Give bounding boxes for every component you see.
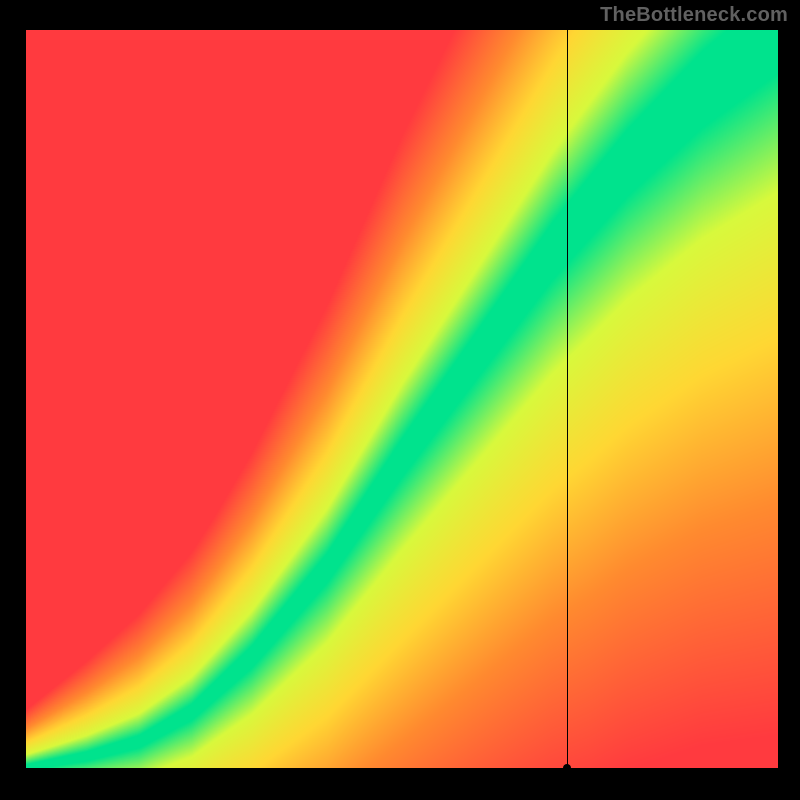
marker-dot xyxy=(563,764,571,772)
plot-area xyxy=(26,30,778,768)
bottleneck-heatmap xyxy=(26,30,778,768)
marker-vertical-line xyxy=(567,30,568,768)
chart-container: TheBottleneck.com xyxy=(0,0,800,800)
watermark-text: TheBottleneck.com xyxy=(600,4,788,27)
